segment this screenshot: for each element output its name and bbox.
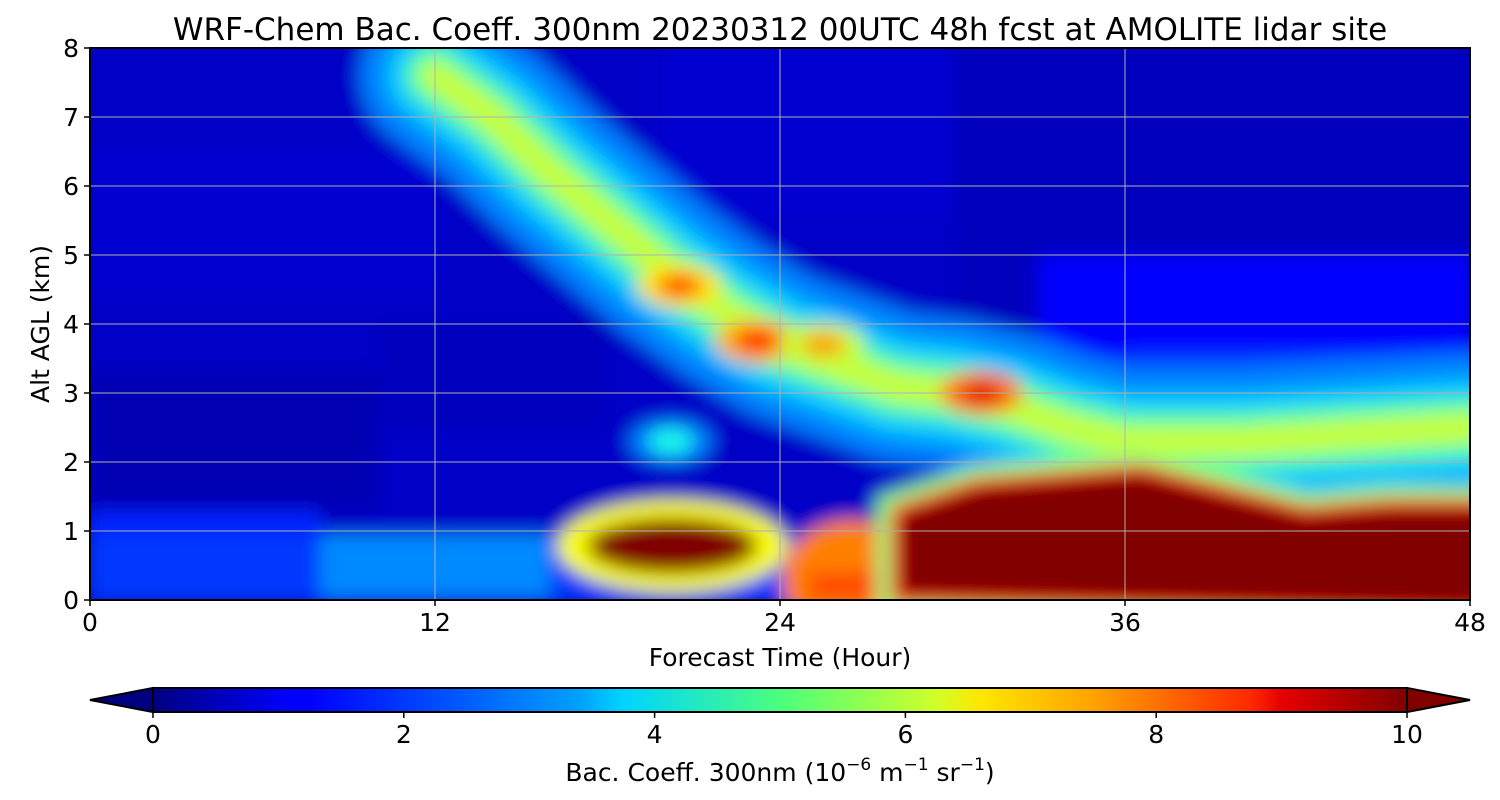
x-tick-label: 36 xyxy=(1109,608,1141,637)
x-tick-label: 12 xyxy=(419,608,451,637)
colorbar-extend-high xyxy=(1406,686,1471,714)
colorbar: 0 2 4 6 8 10 Bac. Coeff. 300nm (10−6 m−1 sr−1… xyxy=(89,686,1471,787)
colorbar-tick-label: 10 xyxy=(1391,720,1423,749)
chart-title: WRF-Chem Bac. Coeff. 300nm 20230312 00UT… xyxy=(173,12,1387,48)
colorbar-frame xyxy=(152,687,1408,713)
colorbar-tick-label: 4 xyxy=(647,720,663,749)
colorbar-tick-label: 2 xyxy=(396,720,412,749)
x-tick-label: 24 xyxy=(764,608,796,637)
x-tick-label: 0 xyxy=(82,608,98,637)
colorbar-ticks: 0 2 4 6 8 10 xyxy=(145,712,1423,749)
colorbar-extend-low xyxy=(89,686,154,714)
y-tick-label: 5 xyxy=(63,241,79,270)
y-tick-label: 4 xyxy=(63,310,79,339)
colorbar-tick-label: 0 xyxy=(145,720,161,749)
colorbar-tick-label: 8 xyxy=(1148,720,1164,749)
y-tick-label: 0 xyxy=(63,586,79,615)
x-tick-label: 48 xyxy=(1454,608,1486,637)
x-axis-label: Forecast Time (Hour) xyxy=(649,643,912,672)
y-tick-label: 1 xyxy=(63,517,79,546)
y-axis-label: Alt AGL (km) xyxy=(26,245,55,403)
colorbar-gradient xyxy=(153,688,1407,712)
y-tick-label: 6 xyxy=(63,172,79,201)
x-axis: 0 12 24 36 48 xyxy=(82,600,1486,637)
y-tick-label: 2 xyxy=(63,448,79,477)
y-tick-label: 8 xyxy=(63,34,79,63)
colorbar-tick-label: 6 xyxy=(897,720,913,749)
colorbar-label: Bac. Coeff. 300nm (10−6 m−1 sr−1) xyxy=(565,755,994,787)
y-tick-label: 3 xyxy=(63,379,79,408)
heatmap-field xyxy=(90,48,1470,600)
y-axis: 0 1 2 3 4 5 6 7 8 xyxy=(63,34,90,615)
y-tick-label: 7 xyxy=(63,103,79,132)
